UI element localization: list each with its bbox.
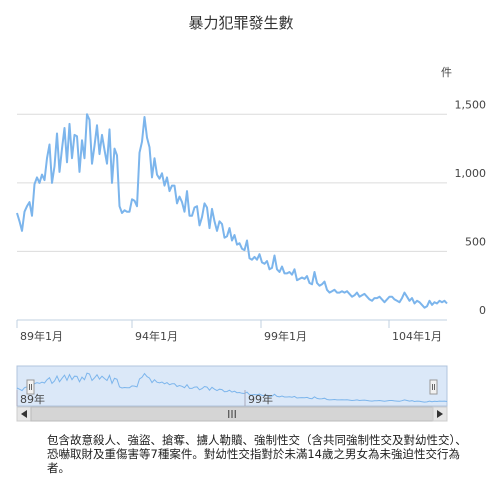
y-gridlines (17, 113, 447, 252)
scrollbar[interactable]: III (16, 406, 448, 422)
scroll-left-arrow-icon (21, 410, 27, 418)
navigator-right-handle[interactable] (429, 379, 438, 395)
navigator-left-handle[interactable] (26, 379, 35, 395)
navigator-selected-range[interactable] (16, 365, 448, 407)
x-tick-label: 104年1月 (392, 329, 442, 343)
scroll-right-arrow-icon (437, 410, 443, 418)
y-tick-label: 1,500 (455, 98, 487, 111)
y-tick-label: 1,000 (455, 167, 487, 180)
y-tick-label: 500 (465, 235, 486, 248)
x-tick-label: 99年1月 (264, 329, 307, 343)
scrollbar-thumb-grip: III (227, 408, 237, 421)
violent-crime-chart: 暴力犯罪發生數 件 0 500 1,000 1,500 89年1月 94年1月 99年1月… (16, 14, 487, 422)
x-tick-label: 89年1月 (20, 329, 63, 343)
x-tick-label: 94年1月 (135, 329, 178, 343)
navigator-label: 99年 (248, 392, 273, 406)
y-tick-label: 0 (479, 304, 486, 317)
chart-footnote: 包含故意殺人、強盜、搶奪、擄人勒贖、強制性交（含共同強制性交及對幼性交）、恐嚇取… (47, 433, 467, 475)
navigator-series-line (16, 372, 448, 403)
navigator-labels: 89年 99年 (16, 390, 273, 406)
y-axis-unit-label: 件 (441, 66, 452, 79)
y-axis-tick-labels: 0 500 1,000 1,500 (455, 98, 487, 317)
navigator[interactable]: 89年 99年 (16, 365, 448, 407)
chart-title: 暴力犯罪發生數 (188, 14, 293, 32)
navigator-label: 89年 (20, 392, 45, 406)
x-axis: 89年1月 94年1月 99年1月 104年1月 (16, 319, 447, 343)
series-line (16, 113, 448, 309)
